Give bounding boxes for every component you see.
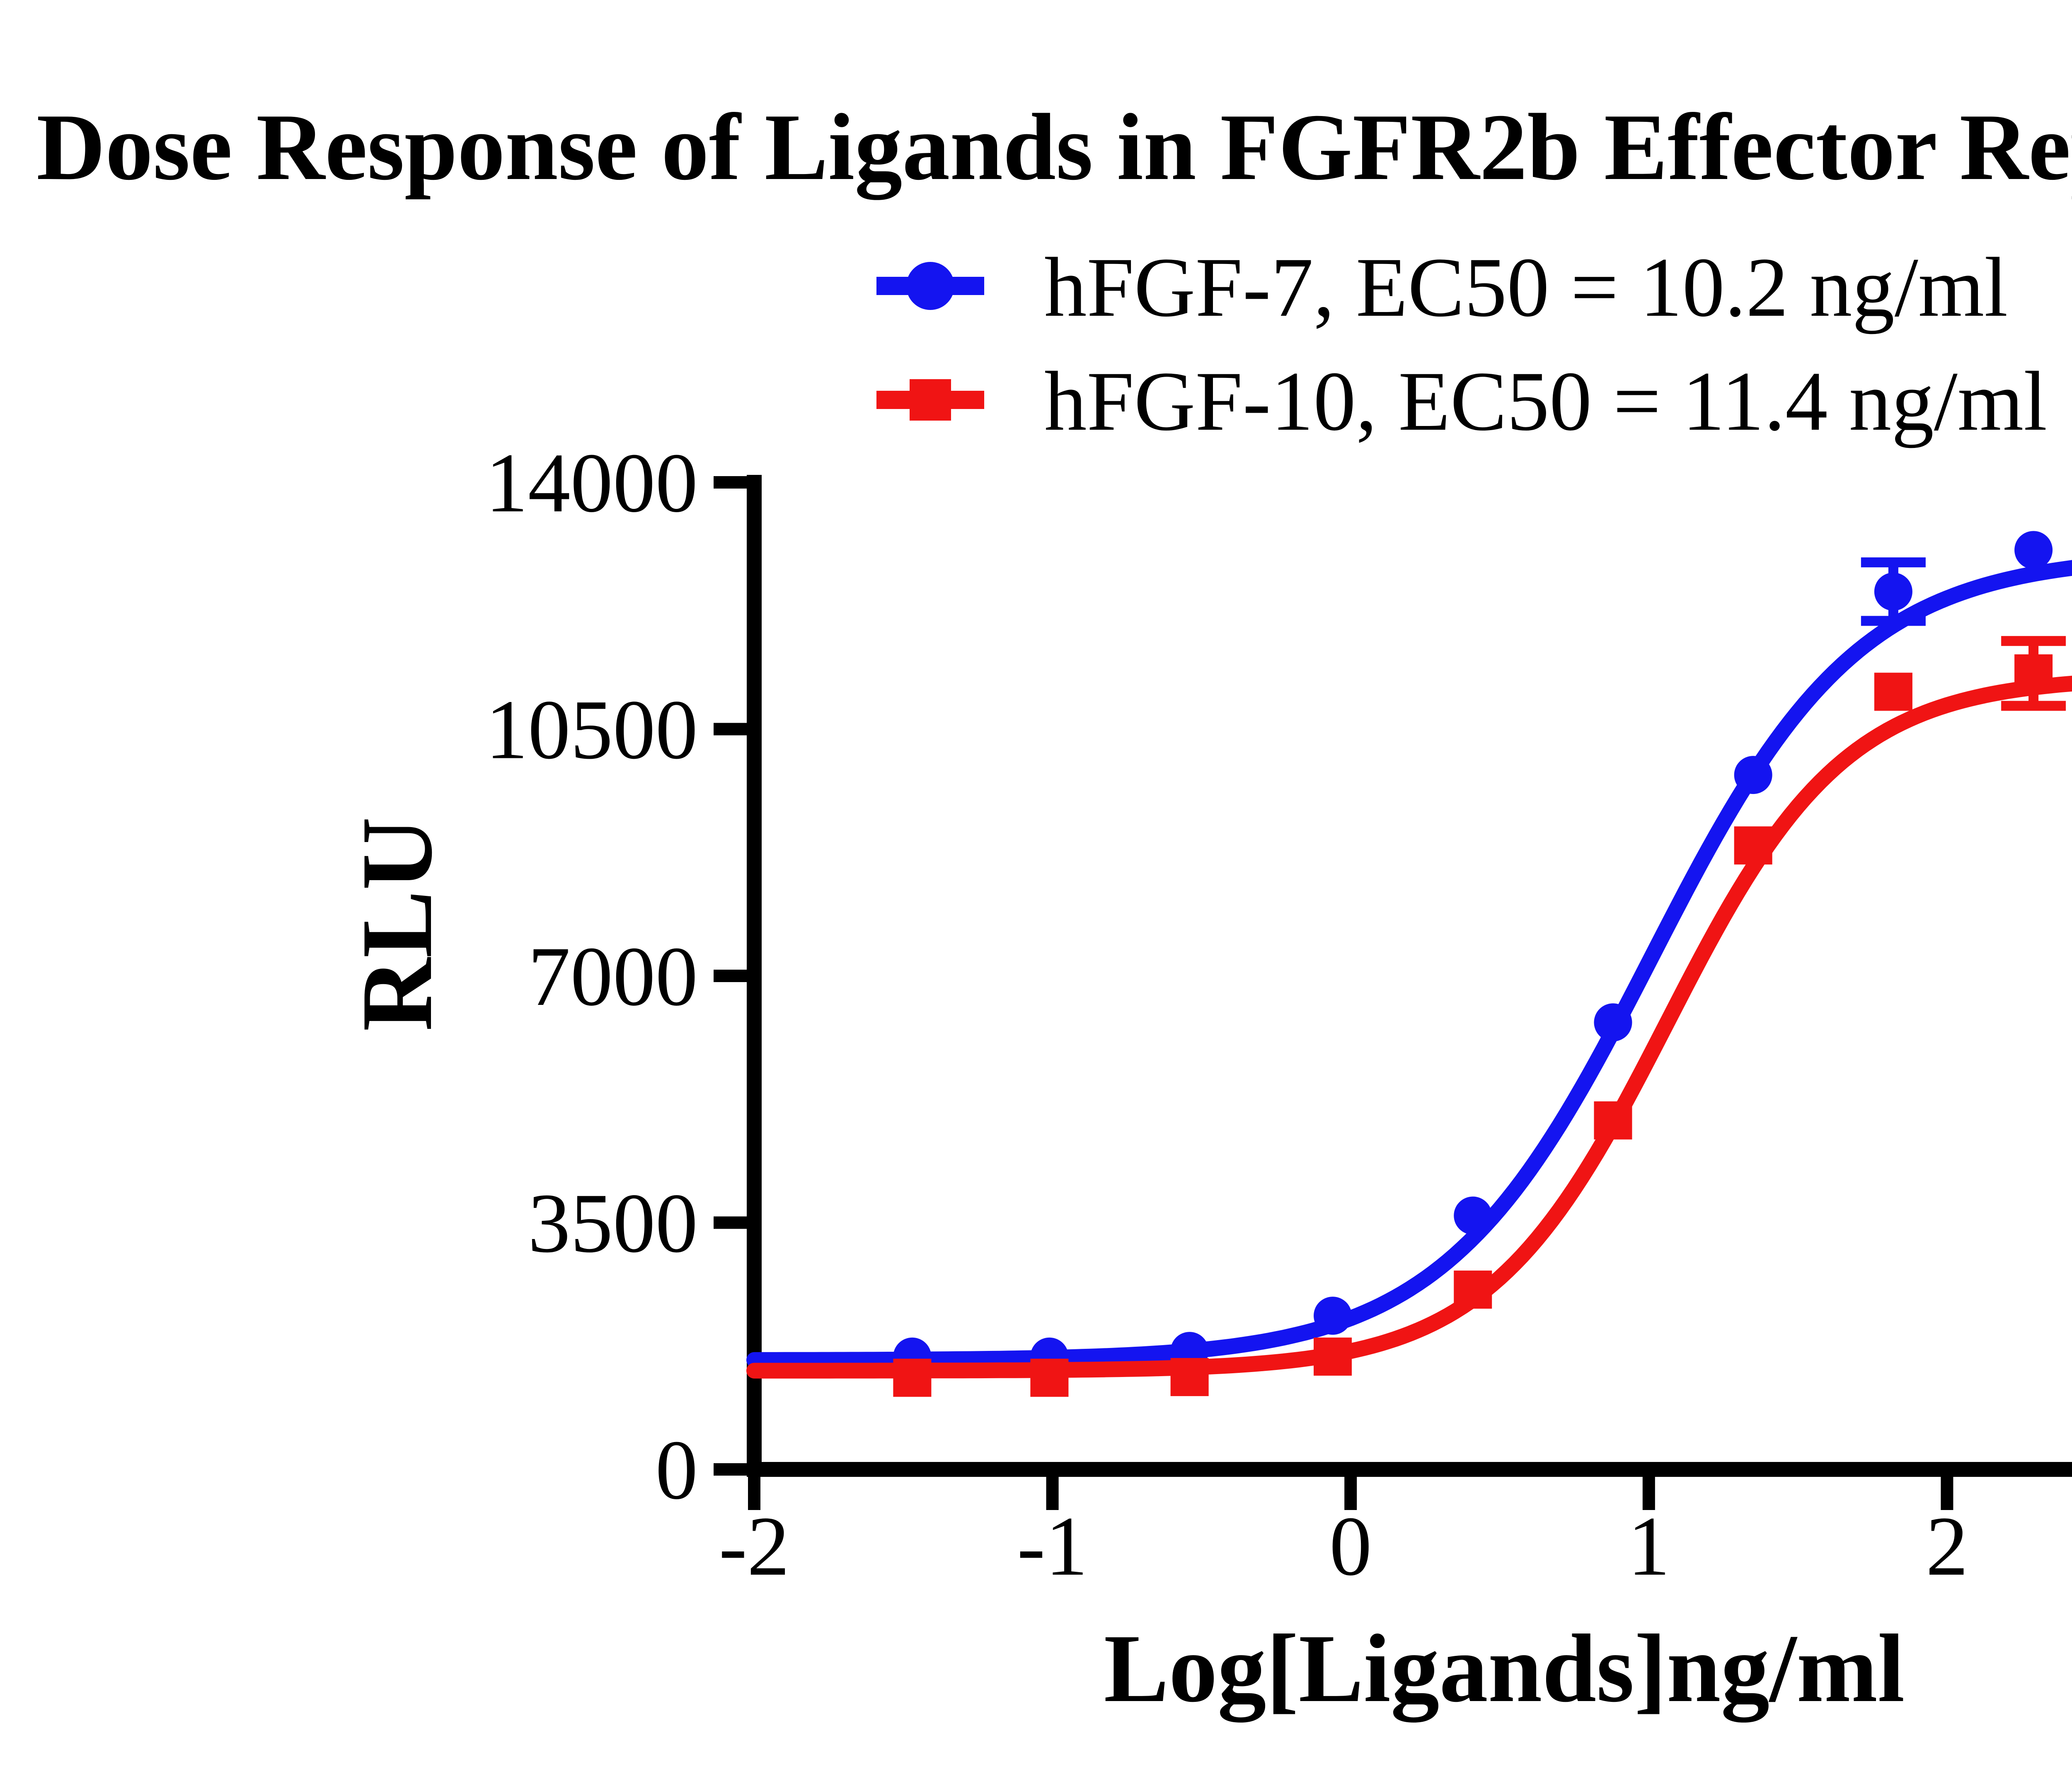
y-tick [714,723,747,736]
x-axis: -2-10123 [719,1462,2072,1593]
y-axis-line [747,475,762,1477]
x-tick [1642,1477,1655,1510]
data-point-hFGF-10 [1874,673,1912,711]
data-point-hFGF-10 [2014,654,2053,693]
y-axis-label: RLU [341,817,453,1031]
x-tick [748,1477,760,1510]
data-point-hFGF-7 [1594,1003,1632,1042]
legend-item-hfgf10: hFGF-10, EC50 = 11.4 ng/ml [876,354,2047,448]
y-tick [714,1463,747,1476]
series-hfgf10 [746,636,2072,1397]
legend-circle-icon [906,262,954,310]
y-tick [714,476,747,489]
x-tick [1941,1477,1953,1510]
x-tick-label: -1 [1017,1499,1088,1593]
legend-square-icon [910,379,951,421]
data-point-hFGF-7 [1874,572,1912,611]
data-point-hFGF-10 [1454,1271,1492,1309]
y-tick-label: 7000 [528,929,698,1024]
y-tick-label: 10500 [486,683,698,777]
y-tick [714,1216,747,1229]
fit-curve-hFGF-7 [746,560,2072,1368]
x-axis-label: Log[Ligands]ng/ml [1104,1614,1905,1723]
legend-marker-hfgf7-circle-icon [876,262,984,310]
legend-label-hfgf10: hFGF-10, EC50 = 11.4 ng/ml [1044,354,2047,448]
data-point-hFGF-10 [1314,1337,1352,1376]
series-hfgf7 [746,531,2072,1376]
data-point-hFGF-7 [1314,1297,1352,1335]
data-point-hFGF-10 [1594,1101,1632,1140]
legend-marker-hfgf10-square-icon [876,379,984,421]
error-bar-cap-top [1861,557,1926,568]
x-tick [1046,1477,1059,1510]
y-tick-label: 14000 [486,436,698,530]
x-tick [1344,1477,1357,1510]
x-axis-line [747,1462,2072,1477]
data-point-hFGF-10 [893,1358,932,1397]
legend-label-hfgf7: hFGF-7, EC50 = 10.2 ng/ml [1044,240,2008,334]
data-point-hFGF-10 [1734,826,1772,865]
y-tick-label: 0 [656,1423,698,1517]
x-tick-label: 2 [1926,1499,1968,1593]
chart-title: Dose Response of Ligands in FGFR2b Effec… [36,94,2072,200]
data-point-hFGF-7 [1454,1196,1492,1235]
x-tick-label: 0 [1329,1499,1372,1593]
data-point-hFGF-7 [1734,756,1772,794]
error-bar-cap-bottom [2001,701,2066,711]
y-tick-label: 3500 [528,1176,698,1271]
y-axis: 0 3500 7000 10500 14000 [486,436,762,1517]
legend-item-hfgf7: hFGF-7, EC50 = 10.2 ng/ml [876,240,2008,334]
error-bar-hFGF-10 [2001,636,2066,711]
data-point-hFGF-7 [2014,531,2053,569]
x-tick-label: -2 [719,1499,790,1593]
data-point-hFGF-10 [1030,1358,1069,1397]
fit-curve-hFGF-10 [746,675,2072,1379]
legend: hFGF-7, EC50 = 10.2 ng/ml hFGF-10, EC50 … [876,240,2047,448]
error-bar-cap-top [2001,636,2066,646]
y-tick [714,970,747,982]
x-tick-label: 1 [1628,1499,1670,1593]
error-bar-cap-bottom [1861,616,1926,626]
data-point-hFGF-10 [1170,1358,1209,1396]
